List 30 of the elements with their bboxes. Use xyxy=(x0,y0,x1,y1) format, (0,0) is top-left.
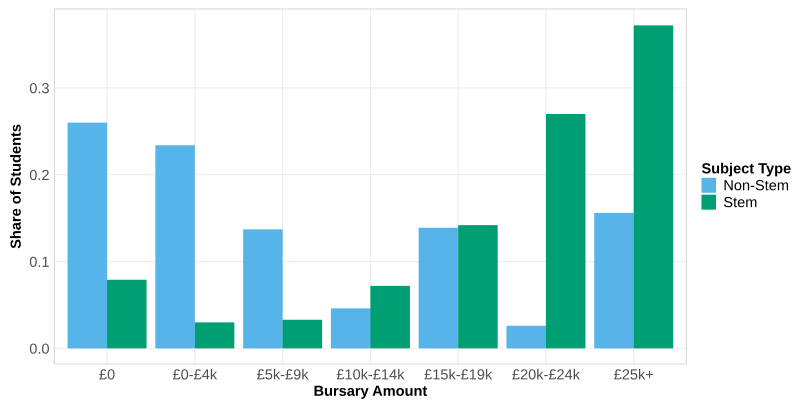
bar xyxy=(370,286,410,348)
x-axis-title: Bursary Amount xyxy=(314,386,428,399)
x-tick-label: £25k+ xyxy=(614,368,654,380)
bar xyxy=(243,229,283,348)
x-tick-label: £0 xyxy=(99,369,115,380)
x-tick-label: £10k-£14k xyxy=(336,368,404,380)
bar xyxy=(155,145,195,348)
y-axis-title: Share of Students xyxy=(10,124,21,248)
x-tick-label: £15k-£19k xyxy=(424,368,492,380)
legend-title: Subject Type xyxy=(702,162,791,176)
legend-label: Non-Stem xyxy=(724,180,788,190)
bar xyxy=(634,25,674,348)
x-tick-label: £0-£4k xyxy=(172,368,218,380)
bar xyxy=(458,225,498,348)
x-tick-label: £20k-£24k xyxy=(512,368,580,380)
bar xyxy=(418,228,458,348)
bar xyxy=(282,320,322,348)
y-tick-label: 0.0 xyxy=(30,343,49,354)
bar xyxy=(330,308,370,348)
y-tick-label: 0.1 xyxy=(30,256,49,267)
bar xyxy=(194,322,234,348)
y-tick-label: 0.3 xyxy=(30,83,49,94)
bar xyxy=(594,212,634,348)
y-tick-label: 0.2 xyxy=(30,170,49,180)
legend-label: Stem xyxy=(724,196,756,208)
bar xyxy=(107,280,147,348)
bar xyxy=(506,326,546,348)
bar xyxy=(68,122,108,348)
x-tick-label: £5k-£9k xyxy=(257,368,309,380)
bar xyxy=(546,114,586,348)
